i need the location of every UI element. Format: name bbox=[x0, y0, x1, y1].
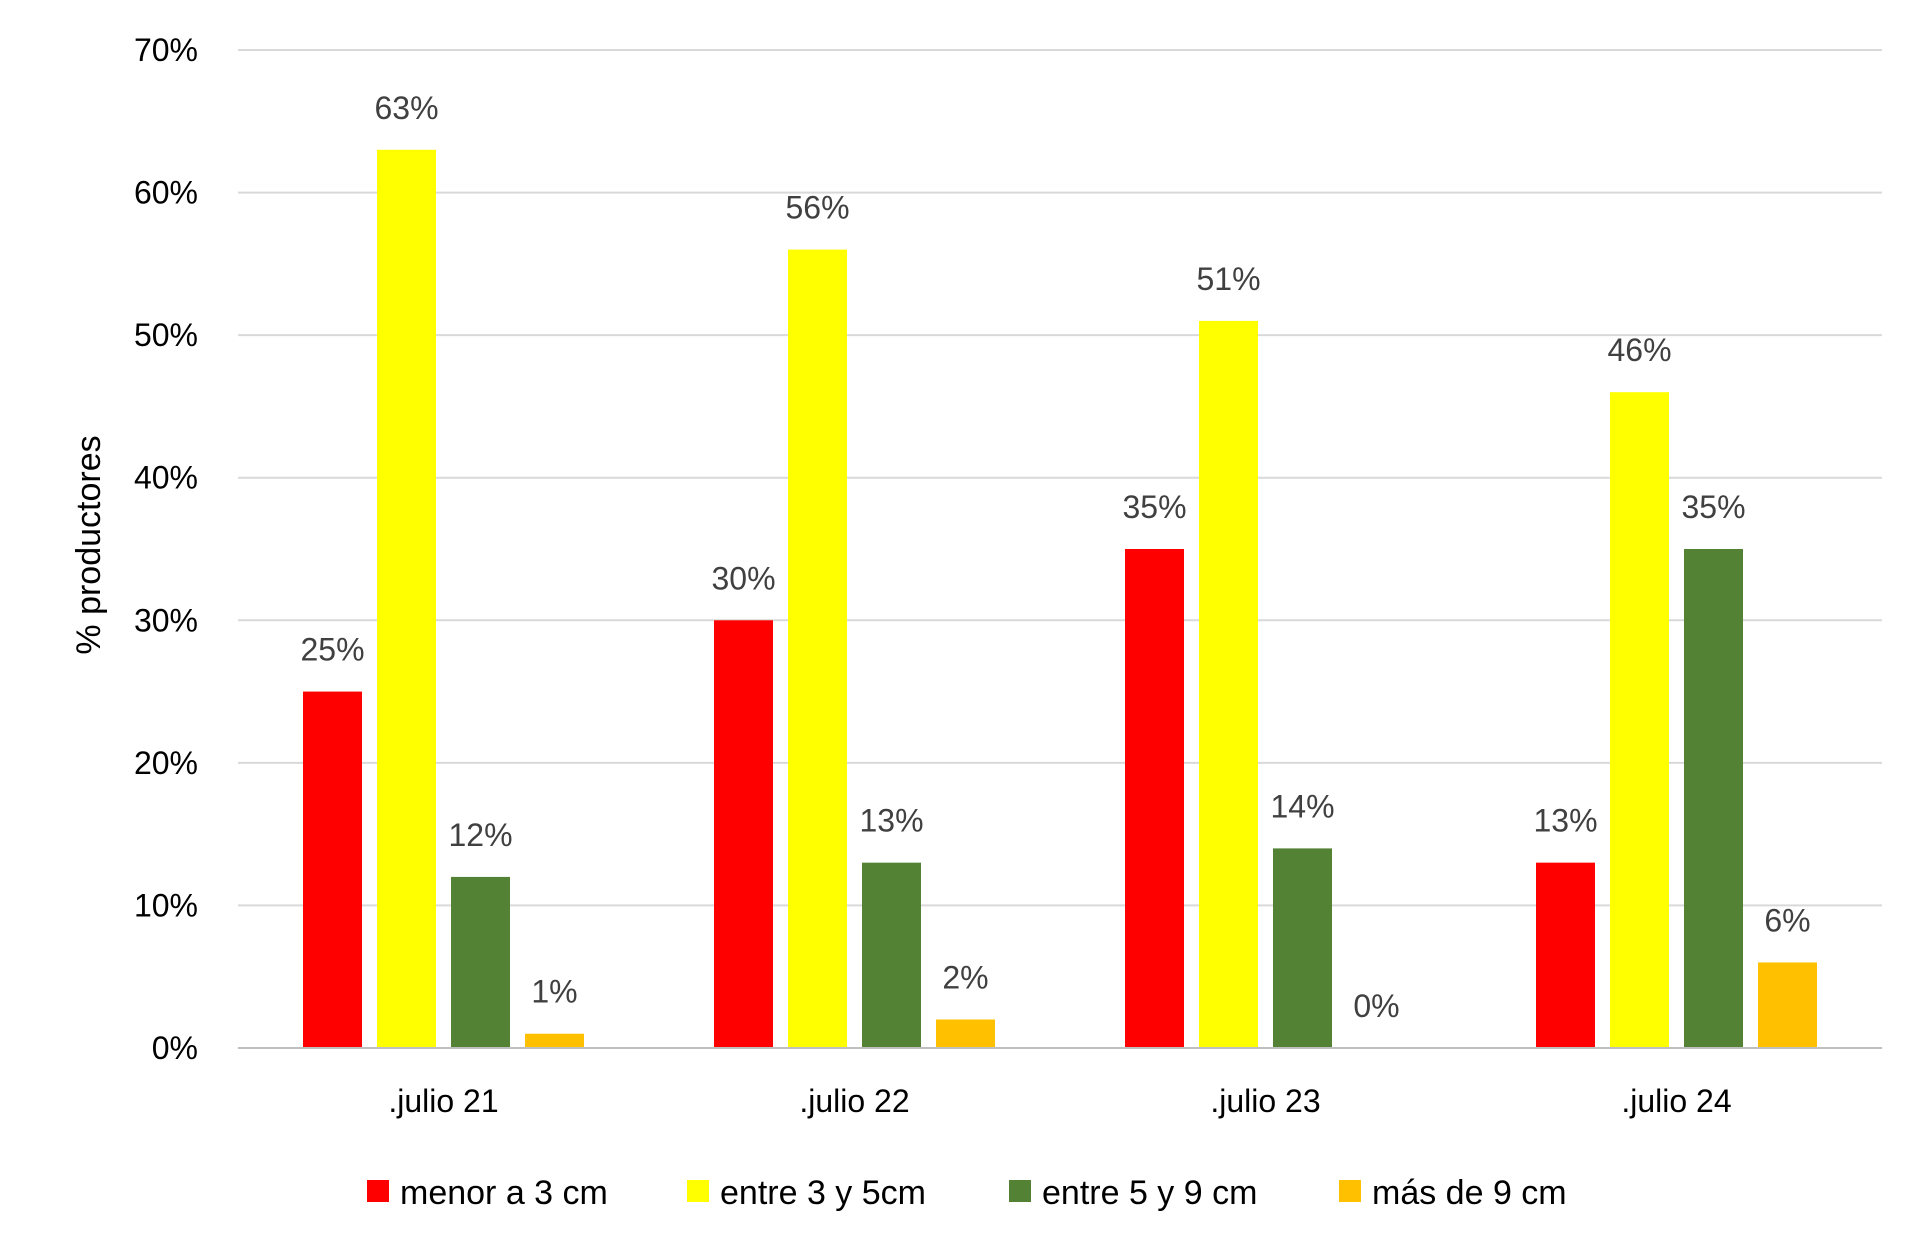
legend: menor a 3 cm entre 3 y 5cm entre 5 y 9 cm m… bbox=[367, 1174, 1567, 1212]
y-tick-label: 30% bbox=[134, 602, 198, 638]
y-axis-title: % productores bbox=[70, 435, 108, 654]
bar bbox=[451, 876, 510, 1048]
data-labels: 25% 63% 12% 1% 30% 56% 13% 2% 35% 51% 14% 0% 13% 46% 3… bbox=[300, 90, 1810, 1024]
bar bbox=[525, 1033, 584, 1048]
data-label: 25% bbox=[300, 632, 364, 668]
y-tick-label: 40% bbox=[134, 460, 198, 496]
y-axis-ticks: 0% 10% 20% 30% 40% 50% 60% 70% bbox=[134, 32, 198, 1066]
legend-label: más de 9 cm bbox=[1372, 1174, 1567, 1212]
data-label: 1% bbox=[531, 974, 577, 1010]
bar bbox=[1684, 549, 1743, 1048]
legend-swatch bbox=[367, 1180, 389, 1202]
data-label: 6% bbox=[1764, 902, 1810, 938]
data-label: 12% bbox=[448, 817, 512, 853]
legend-label: entre 3 y 5cm bbox=[720, 1174, 926, 1212]
data-label: 35% bbox=[1681, 489, 1745, 525]
data-label: 0% bbox=[1353, 988, 1399, 1024]
bar bbox=[1273, 848, 1332, 1048]
data-label: 14% bbox=[1270, 788, 1334, 824]
data-label: 13% bbox=[1533, 803, 1597, 839]
data-label: 13% bbox=[859, 803, 923, 839]
x-tick-label: .julio 24 bbox=[1621, 1083, 1731, 1119]
x-tick-label: .julio 22 bbox=[799, 1083, 909, 1119]
bar bbox=[1199, 320, 1258, 1048]
y-tick-label: 50% bbox=[134, 317, 198, 353]
x-axis-ticks: .julio 21 .julio 22 .julio 23 .julio 24 bbox=[388, 1083, 1731, 1119]
bar bbox=[303, 691, 362, 1048]
bar bbox=[1125, 549, 1184, 1048]
legend-swatch bbox=[687, 1180, 709, 1202]
bar bbox=[936, 1019, 995, 1048]
data-label: 30% bbox=[711, 560, 775, 596]
legend-swatch bbox=[1009, 1180, 1031, 1202]
bars bbox=[303, 149, 1817, 1049]
data-label: 56% bbox=[785, 190, 849, 226]
bar bbox=[377, 149, 436, 1049]
y-tick-label: 70% bbox=[134, 32, 198, 68]
x-tick-label: .julio 23 bbox=[1210, 1083, 1320, 1119]
bar bbox=[1536, 862, 1595, 1048]
bar bbox=[788, 249, 847, 1049]
bar bbox=[714, 620, 773, 1048]
legend-label: menor a 3 cm bbox=[400, 1174, 608, 1212]
legend-label: entre 5 y 9 cm bbox=[1042, 1174, 1257, 1212]
y-tick-label: 60% bbox=[134, 175, 198, 211]
data-label: 35% bbox=[1122, 489, 1186, 525]
data-label: 63% bbox=[374, 90, 438, 126]
y-tick-label: 0% bbox=[152, 1030, 198, 1066]
bar bbox=[1610, 392, 1669, 1049]
y-tick-label: 10% bbox=[134, 887, 198, 923]
data-label: 2% bbox=[942, 959, 988, 995]
gridlines bbox=[238, 49, 1882, 907]
legend-swatch bbox=[1339, 1180, 1361, 1202]
data-label: 51% bbox=[1196, 261, 1260, 297]
bar bbox=[1758, 962, 1817, 1048]
y-tick-label: 20% bbox=[134, 745, 198, 781]
data-label: 46% bbox=[1607, 332, 1671, 368]
x-tick-label: .julio 21 bbox=[388, 1083, 498, 1119]
bar bbox=[862, 862, 921, 1048]
